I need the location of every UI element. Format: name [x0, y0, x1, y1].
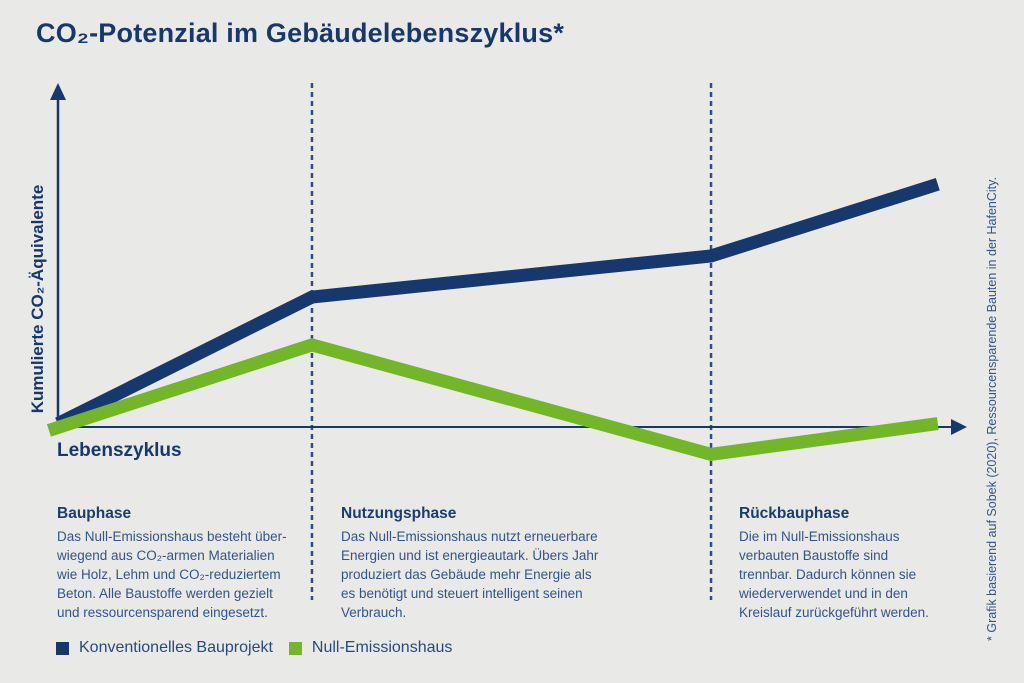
series-line-konventionelles-bauprojekt: [55, 177, 940, 430]
legend-label: Null-Emissionshaus: [311, 639, 453, 656]
y-axis-label: Kumulierte CO₂-Äquivalente: [28, 184, 47, 414]
phase-title: Bauphase: [57, 505, 132, 522]
series-line-null-emissionshaus: [46, 338, 939, 461]
phase-block-nutzungsphase: Nutzungsphase Das Null-Emissionshaus nut…: [341, 505, 601, 622]
phase-description: Das Null-Emissionshaus nutzt erneuerbare…: [341, 529, 599, 620]
legend-label: Konventionelles Bauprojekt: [79, 639, 273, 656]
legend-swatch-green-icon: [288, 641, 302, 655]
x-axis-label: Lebenszyklus: [57, 440, 182, 461]
legend-item-null-emissionshaus: Null-Emissionshaus: [288, 639, 453, 657]
legend-swatch-navy-icon: [56, 641, 69, 655]
phase-description: Die im Null-Emissionshaus verbauten Baus…: [739, 529, 929, 620]
legend-item-konventionelles-bauprojekt: Konventionelles Bauprojekt: [56, 639, 273, 657]
phase-block-bauphase: Bauphase Das Null-Emissionshaus besteht …: [57, 505, 302, 622]
phase-title: Rückbauphase: [739, 505, 850, 522]
phase-title: Nutzungsphase: [341, 505, 457, 522]
chart-legend: Konventionelles Bauprojekt Null-Emission…: [56, 639, 452, 657]
phase-block-rueckbauphase: Rückbauphase Die im Null-Emissionshaus v…: [739, 505, 964, 622]
y-axis-arrow-icon: [50, 83, 66, 100]
x-axis-arrow-icon: [951, 419, 967, 435]
source-footnote: * Grafik basierend auf Sobek (2020), Res…: [985, 177, 999, 641]
page-title: CO₂-Potenzial im Gebäudelebenszyklus*: [36, 18, 565, 48]
phase-description: Das Null-Emissionshaus besteht über- wie…: [57, 529, 287, 620]
